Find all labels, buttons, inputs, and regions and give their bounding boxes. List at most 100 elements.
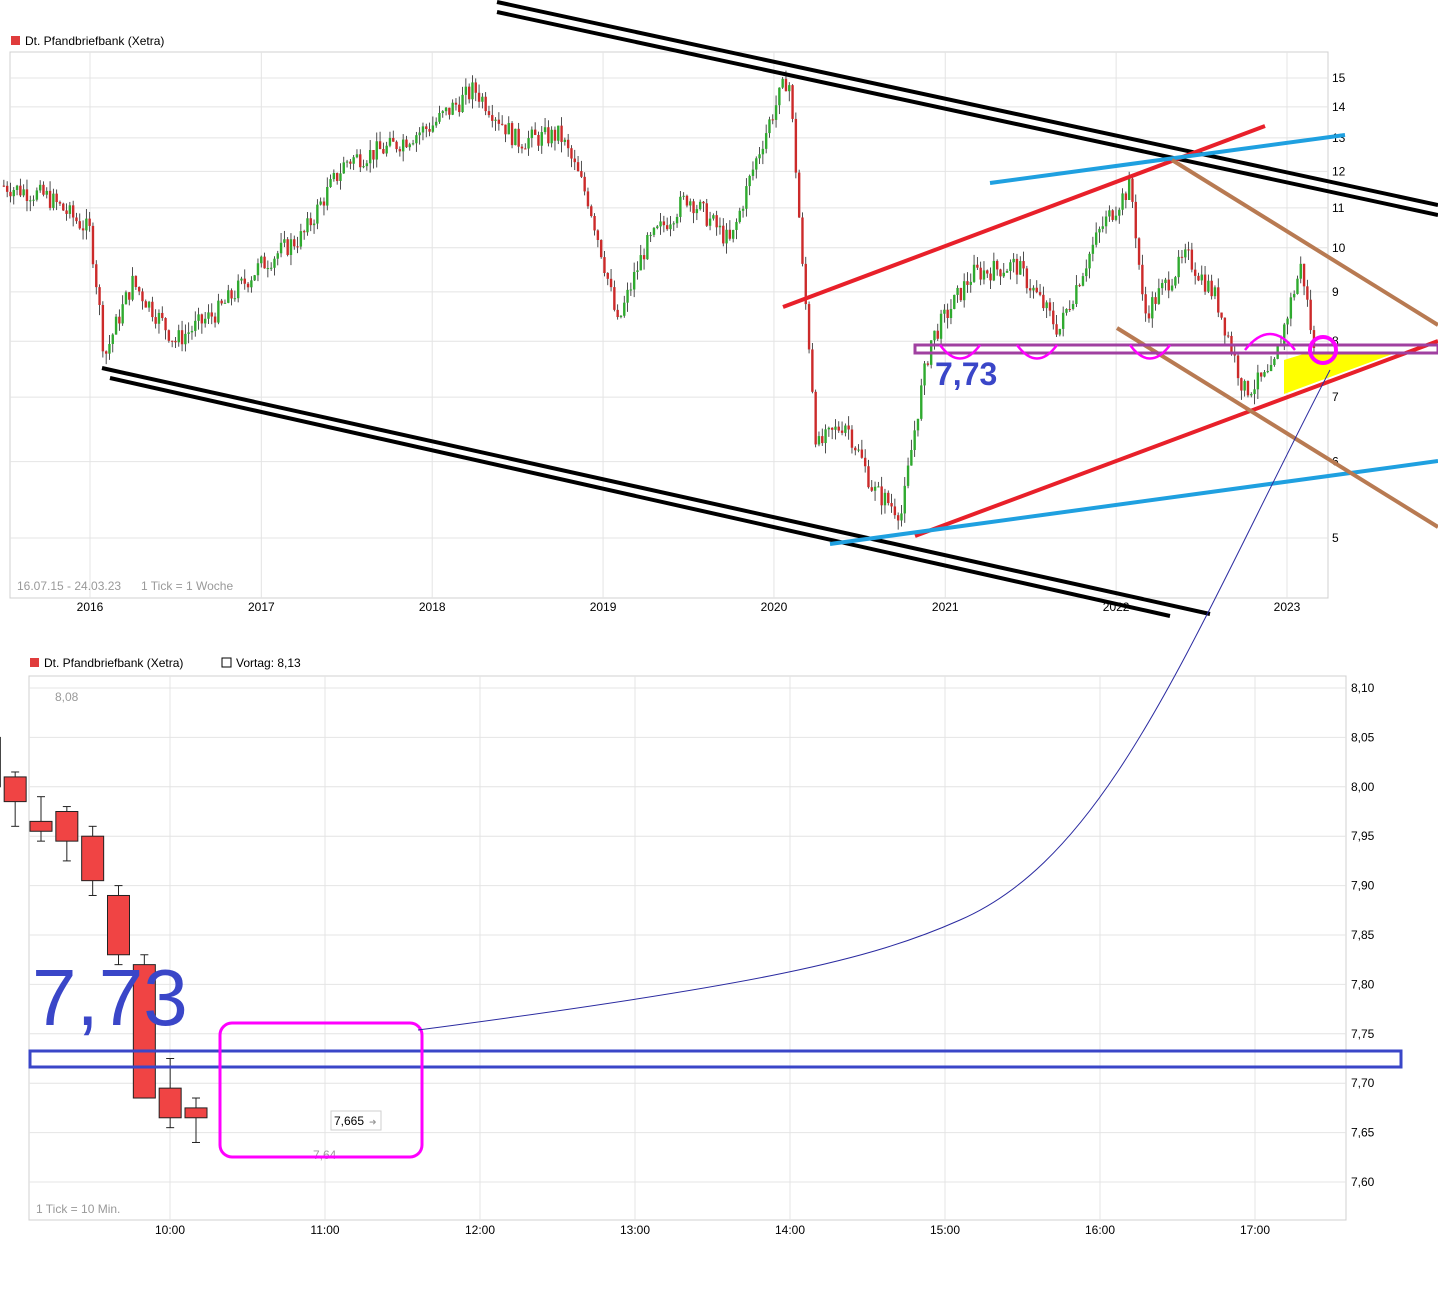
weekly-candle xyxy=(1273,358,1276,365)
weekly-candle xyxy=(1075,285,1078,305)
weekly-candle xyxy=(781,78,784,88)
weekly-candle xyxy=(1213,287,1217,297)
weekly-candle xyxy=(1160,283,1164,289)
weekly-candle xyxy=(408,144,411,148)
weekly-candle xyxy=(1167,279,1170,291)
weekly-candle xyxy=(1052,310,1055,325)
weekly-candle xyxy=(804,263,807,305)
weekly-candle xyxy=(217,300,220,323)
weekly-candle xyxy=(349,161,352,164)
weekly-candle xyxy=(563,139,567,142)
weekly-candle xyxy=(194,320,197,331)
weekly-candle xyxy=(540,132,543,146)
weekly-candle xyxy=(1243,381,1246,391)
weekly-candle xyxy=(372,149,375,160)
weekly-candle xyxy=(606,272,609,279)
weekly-candle xyxy=(345,161,349,163)
weekly-candle xyxy=(692,201,695,214)
weekly-candle xyxy=(751,169,755,176)
weekly-candle xyxy=(190,330,194,333)
weekly-candle xyxy=(966,281,969,285)
weekly-candle xyxy=(128,292,131,300)
weekly-candle xyxy=(448,107,451,115)
weekly-candle xyxy=(1045,302,1048,309)
y-tick-label: 8,10 xyxy=(1351,681,1375,695)
weekly-candle xyxy=(1180,256,1184,258)
weekly-candle xyxy=(1042,294,1045,309)
y-tick-label: 7,95 xyxy=(1351,829,1375,843)
intraday-candle xyxy=(81,835,105,882)
x-tick-label: 13:00 xyxy=(620,1223,650,1237)
weekly-candle xyxy=(824,429,827,444)
weekly-candle xyxy=(342,162,345,174)
weekly-candle xyxy=(1068,308,1071,310)
weekly-candle xyxy=(768,119,771,134)
weekly-candle xyxy=(807,304,811,350)
intraday-candle xyxy=(184,1107,208,1119)
weekly-candle xyxy=(682,195,685,197)
intraday-chart: Dt. Pfandbriefbank (Xetra) Vortag: 8,13 … xyxy=(0,656,1403,1237)
weekly-candle xyxy=(263,256,266,269)
weekly-candle xyxy=(1131,178,1134,202)
weekly-candle xyxy=(788,85,791,92)
weekly-candle xyxy=(289,239,293,255)
weekly-candle xyxy=(989,273,992,281)
weekly-candle xyxy=(1256,372,1260,390)
weekly-candle xyxy=(25,189,29,202)
weekly-candle xyxy=(1127,178,1131,200)
weekly-candle xyxy=(177,330,180,343)
y-tick-label: 12 xyxy=(1332,164,1346,178)
weekly-candle xyxy=(626,289,629,303)
weekly-candle xyxy=(22,189,25,196)
weekly-candle xyxy=(850,429,854,448)
weekly-candle xyxy=(913,430,916,450)
weekly-candle xyxy=(438,112,441,122)
weekly-candle xyxy=(953,294,956,309)
weekly-candle xyxy=(566,139,570,149)
weekly-candle xyxy=(203,318,207,324)
weekly-candle xyxy=(887,492,890,504)
x-tick-label: 2019 xyxy=(590,600,617,614)
weekly-candle xyxy=(840,430,844,433)
weekly-candle xyxy=(962,281,966,301)
weekly-candle xyxy=(613,287,616,310)
weekly-candle xyxy=(1071,304,1075,309)
support-zone-weekly xyxy=(913,343,1438,355)
weekly-candle xyxy=(705,203,708,226)
weekly-candle xyxy=(801,217,804,264)
weekly-candle xyxy=(1032,287,1035,291)
x-tick-label: 2021 xyxy=(932,600,959,614)
weekly-candle xyxy=(494,119,497,121)
weekly-candle xyxy=(29,200,32,202)
weekly-candle xyxy=(1309,299,1312,331)
weekly-candle xyxy=(81,228,85,231)
y-tick-label: 7 xyxy=(1332,390,1339,404)
last-price-label: 7,665 xyxy=(334,1114,364,1128)
weekly-candle xyxy=(642,255,646,260)
weekly-candle xyxy=(557,125,560,141)
weekly-candle xyxy=(286,239,289,255)
weekly-candle xyxy=(296,246,299,248)
weekly-candle xyxy=(1210,280,1213,297)
weekly-candle xyxy=(1098,228,1101,233)
weekly-candle xyxy=(576,162,580,172)
x-tick-label: 16:00 xyxy=(1085,1223,1115,1237)
intraday-candle xyxy=(132,964,156,1099)
intraday-candle xyxy=(29,820,53,832)
intraday-candle xyxy=(55,811,79,842)
brown-upper-line xyxy=(1170,158,1438,327)
weekly-candle xyxy=(936,330,939,339)
shoulder-arc-2 xyxy=(1015,344,1059,360)
weekly-candle xyxy=(164,318,167,331)
weekly-candle xyxy=(1200,274,1203,281)
weekly-candle xyxy=(844,425,847,433)
weekly-candle xyxy=(685,195,689,206)
weekly-candle xyxy=(220,300,223,304)
weekly-candle xyxy=(504,124,507,135)
weekly-candle xyxy=(339,173,342,181)
weekly-candle xyxy=(32,199,35,201)
weekly-candle xyxy=(124,292,128,305)
weekly-candle xyxy=(923,363,926,386)
highlight-box xyxy=(218,1021,424,1159)
weekly-candle xyxy=(854,447,857,451)
